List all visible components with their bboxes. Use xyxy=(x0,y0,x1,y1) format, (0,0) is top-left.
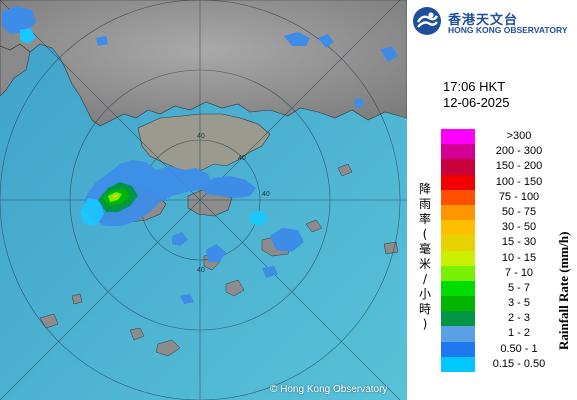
legend-swatch xyxy=(441,280,475,297)
rain-echo xyxy=(380,46,398,62)
rain-echo xyxy=(206,244,226,262)
range-label: 40 xyxy=(238,155,246,162)
legend-swatch xyxy=(441,341,475,357)
land-island xyxy=(383,241,399,255)
land-island xyxy=(305,219,323,233)
org-name-english: HONG KONG OBSERVATORY xyxy=(448,25,568,35)
rain-echo xyxy=(200,176,256,198)
logo-icon xyxy=(413,7,441,35)
legend-label: 5 - 7 xyxy=(507,281,530,294)
legend-swatch xyxy=(441,356,475,372)
legend-label: 50 - 75 xyxy=(501,205,537,218)
rain-echo xyxy=(2,6,36,34)
legend-swatch xyxy=(441,235,475,251)
land-island xyxy=(155,339,181,357)
legend-swatch xyxy=(441,174,475,190)
legend-swatch xyxy=(441,326,475,342)
legend-swatch xyxy=(441,189,475,205)
legend-title-char: 降 xyxy=(418,182,431,196)
rain-echo xyxy=(262,266,278,278)
observatory-logo: 香港天文台 HONG KONG OBSERVATORY xyxy=(412,4,572,38)
legend-title-chinese: 降 雨 率 ( 毫 米 / 小 時 ) xyxy=(417,182,433,332)
legend-label: 150 - 200 xyxy=(495,160,543,173)
rain-echo xyxy=(318,34,334,48)
legend-title-char: 米 xyxy=(418,257,431,271)
rain-echo xyxy=(20,28,36,44)
legend-swatch xyxy=(441,296,475,312)
observation-date: 12-06-2025 xyxy=(443,95,510,110)
legend-label: 75 - 100 xyxy=(498,190,540,203)
legend-label: 10 - 15 xyxy=(501,251,537,264)
rain-echo xyxy=(270,228,304,252)
legend-title-char: 毫 xyxy=(418,242,431,256)
rain-echo xyxy=(180,294,194,304)
rain-echo xyxy=(284,32,310,46)
land-island xyxy=(71,293,83,305)
rain-echoes xyxy=(2,6,398,304)
legend-swatch xyxy=(441,159,475,175)
legend-title-char: 率 xyxy=(418,212,431,226)
legend-label: 0.50 - 1 xyxy=(500,342,538,355)
legend-label: 2 - 3 xyxy=(507,312,530,325)
legend-swatches xyxy=(441,129,475,372)
legend-label: 15 - 30 xyxy=(501,236,537,249)
legend-title-char: 小 xyxy=(418,287,431,301)
rain-echo xyxy=(80,198,104,226)
legend-swatch xyxy=(441,129,475,145)
rain-echo xyxy=(96,36,108,46)
rain-echo xyxy=(112,194,118,199)
rain-echo xyxy=(354,98,364,108)
rain-echo xyxy=(172,232,188,246)
legend-swatch xyxy=(441,204,475,221)
legend-title-char: 雨 xyxy=(418,197,431,211)
land-island xyxy=(39,313,59,329)
legend-title-char: 時 xyxy=(418,302,431,316)
range-label: 40 xyxy=(197,267,205,274)
org-name-chinese: 香港天文台 xyxy=(448,13,519,28)
legend-title-char: ( xyxy=(422,227,428,241)
legend-label: >300 xyxy=(506,130,532,142)
legend-swatch xyxy=(441,311,475,327)
legend-title-char: ) xyxy=(422,317,428,331)
range-label: 40 xyxy=(197,133,205,140)
legend-label: 30 - 50 xyxy=(501,221,537,234)
land-island xyxy=(337,163,353,177)
legend-swatch xyxy=(441,144,475,160)
radar-map: 40 40 40 40 40 xyxy=(0,0,407,400)
land-island xyxy=(129,327,145,341)
legend-label: 3 - 5 xyxy=(507,297,530,310)
legend-label: 7 - 10 xyxy=(504,266,534,279)
legend-labels: >300 200 - 300 150 - 200 100 - 150 75 - 100 5… xyxy=(478,129,560,372)
legend-label: 100 - 150 xyxy=(495,175,543,188)
range-label: 40 xyxy=(262,191,270,198)
legend-label: 0.15 - 0.50 xyxy=(492,357,546,370)
land-island xyxy=(225,279,245,297)
legend-title-char: / xyxy=(422,272,428,286)
legend-swatch xyxy=(441,220,475,236)
range-rings xyxy=(0,0,407,400)
legend-label: 1 - 2 xyxy=(507,327,530,340)
legend-title-english: Rainfall Rate (mm/h) xyxy=(556,231,571,350)
legend-label: 200 - 300 xyxy=(495,145,543,158)
legend-swatch xyxy=(441,250,475,266)
rain-echo xyxy=(250,210,268,226)
copyright-notice: © Hong Kong Observatory xyxy=(270,384,388,395)
observation-time: 17:06 HKT xyxy=(443,79,506,94)
land-west-coast xyxy=(0,43,31,97)
legend-swatch xyxy=(441,265,475,281)
